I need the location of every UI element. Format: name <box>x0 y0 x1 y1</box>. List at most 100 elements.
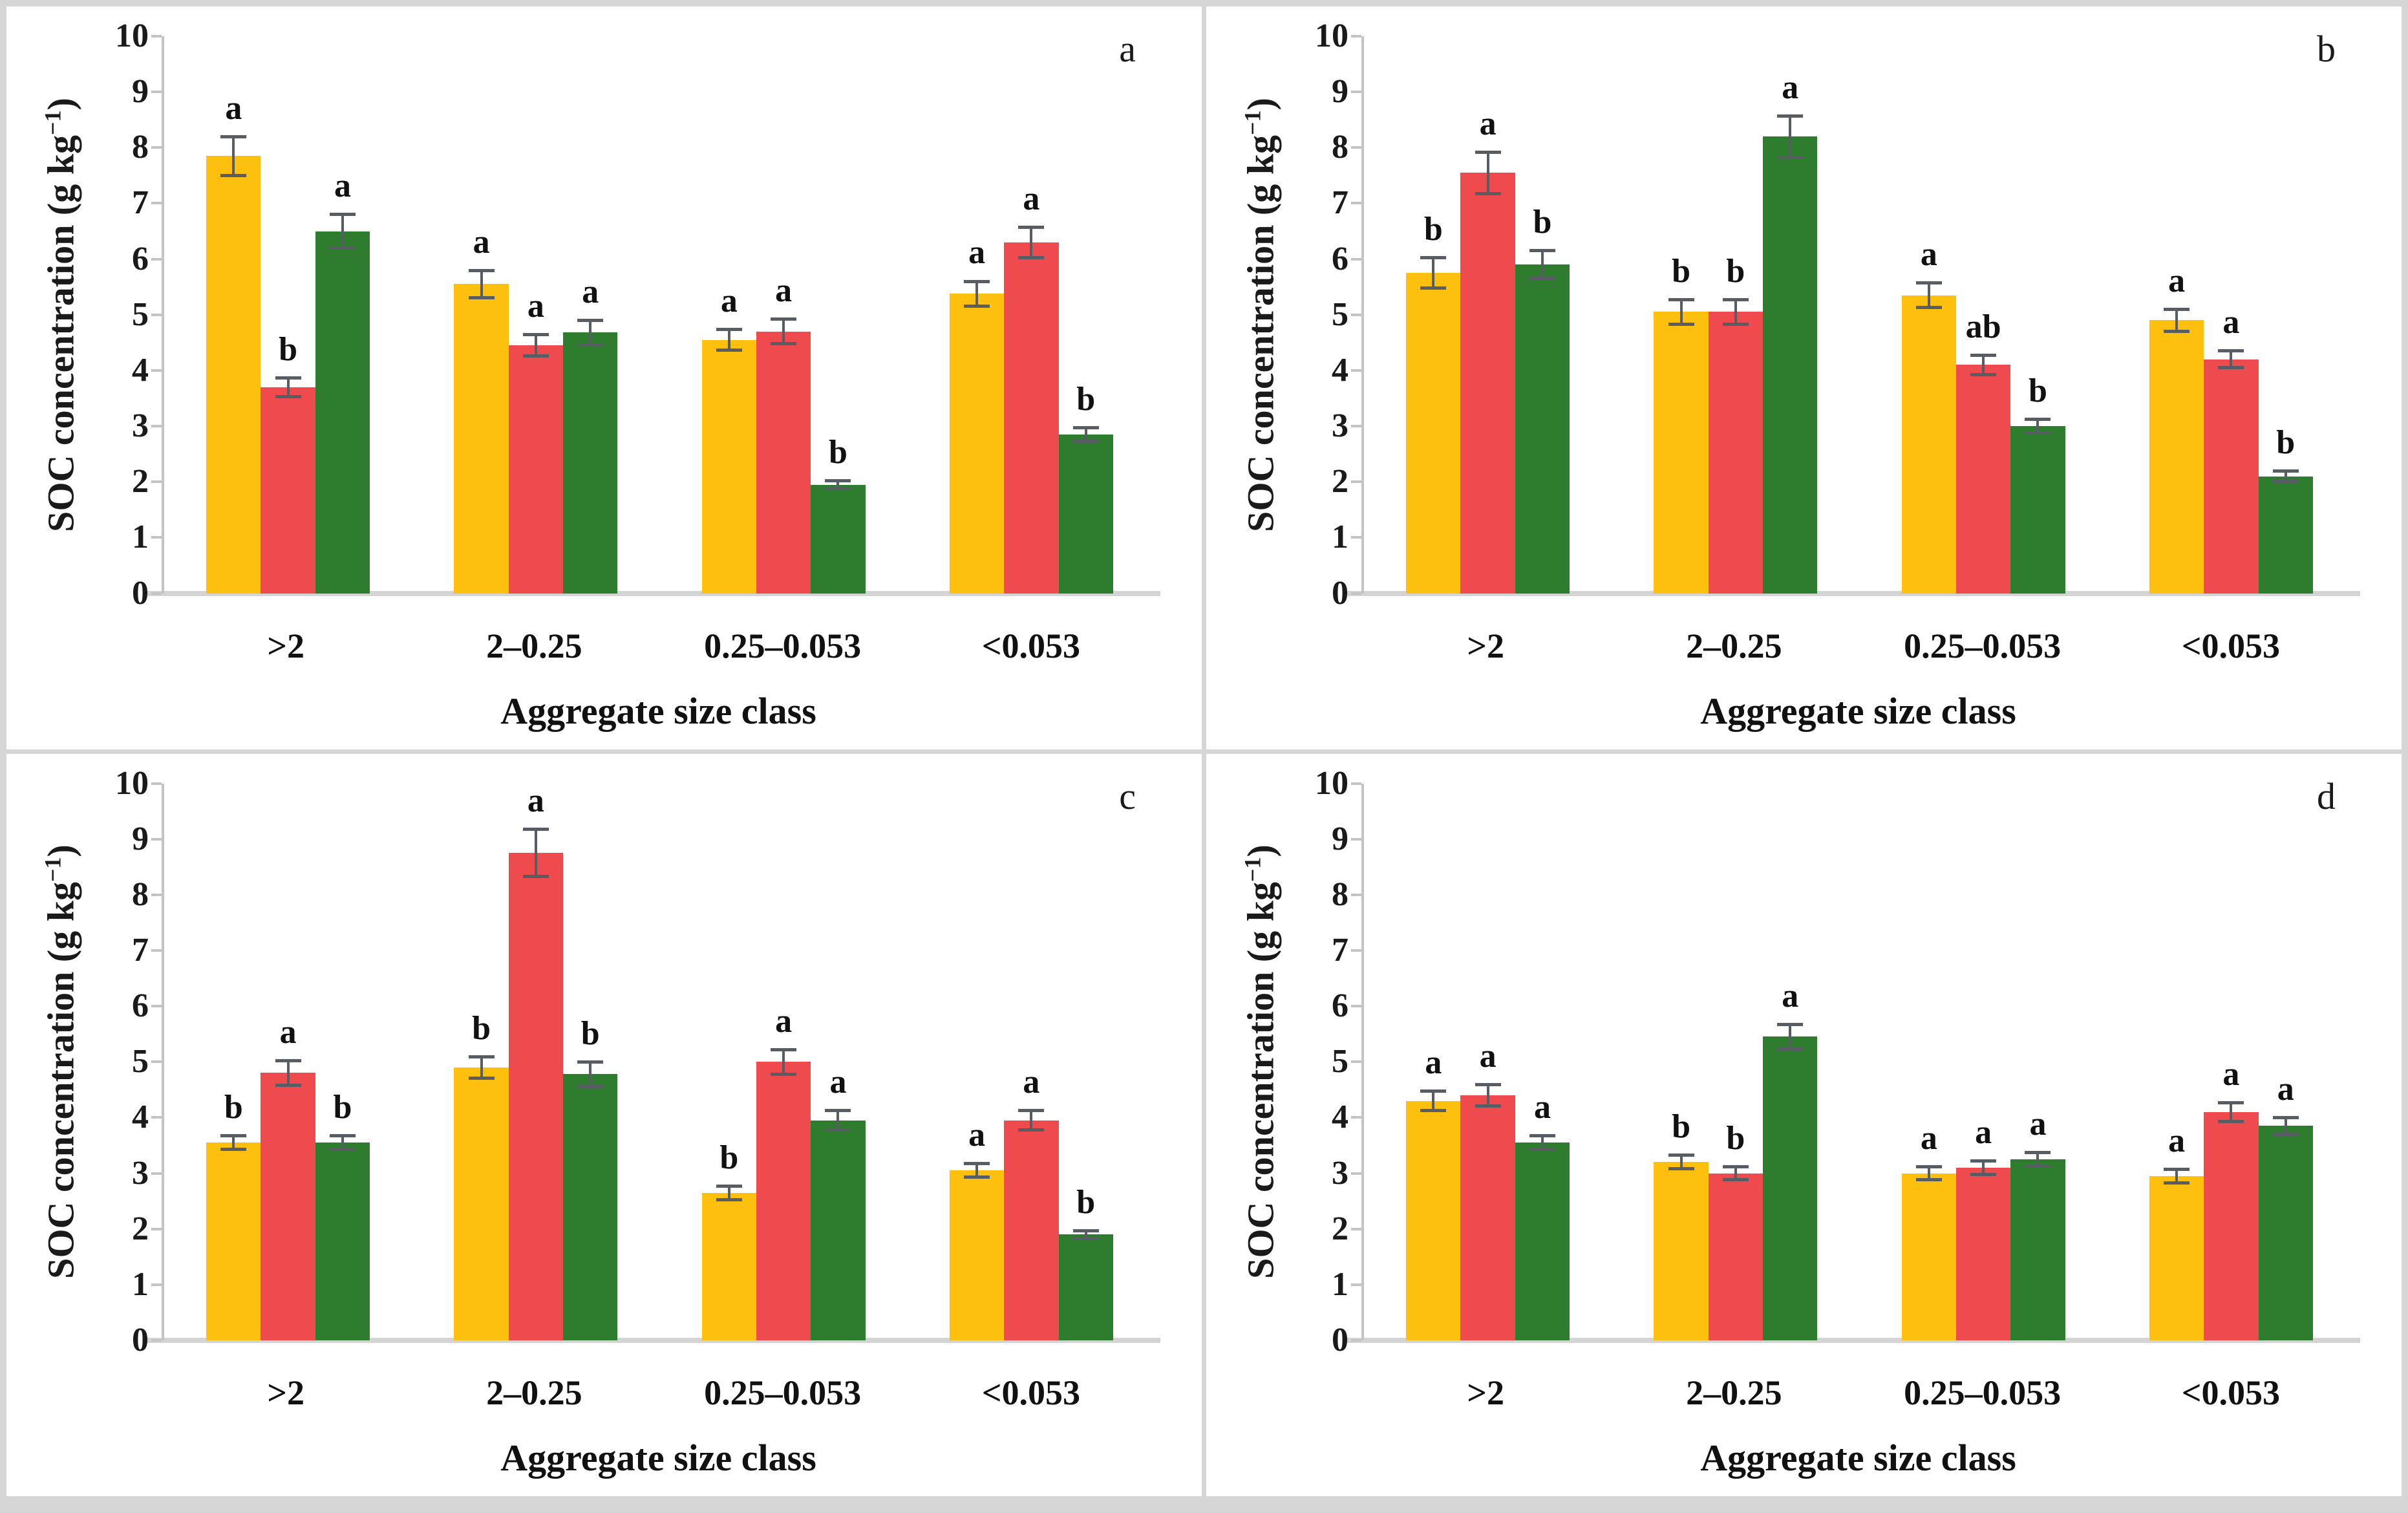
error-bar-cap <box>1072 439 1099 443</box>
bar-slot-yellow: a <box>949 784 1005 1340</box>
error-bar-stem <box>2230 349 2233 370</box>
bar-slot-yellow: b <box>1406 36 1461 594</box>
bar-slot-green: a <box>2010 784 2065 1340</box>
y-tick-label: 8 <box>1332 875 1348 913</box>
plot-area: b b a <box>1347 28 2360 596</box>
y-tick-mark <box>1351 893 1361 896</box>
bar-red <box>1460 173 1515 594</box>
y-tick-mark <box>1351 313 1361 316</box>
x-tick-label: 2–0.25 <box>486 1373 582 1412</box>
error-bar-stem <box>1432 256 1435 290</box>
y-tick-mark <box>1351 1283 1361 1286</box>
error-bar-stem <box>341 213 344 250</box>
significance-letter: a <box>1533 1089 1551 1126</box>
y-tick-mark <box>1351 257 1361 261</box>
error-bar-cap <box>577 343 604 347</box>
y-tick-label: 4 <box>1332 1099 1348 1136</box>
panel-letter: d <box>2317 775 2336 817</box>
error-bar-cap <box>1529 277 1555 281</box>
y-tick-label: 7 <box>132 184 149 222</box>
bar-slot-red: a <box>1004 784 1059 1340</box>
bar-yellow <box>949 294 1005 594</box>
error-bar-stem <box>836 478 840 491</box>
error-bar-stem <box>1084 426 1087 443</box>
y-tick-mark <box>1351 1339 1361 1342</box>
significance-letter: a <box>2222 1055 2240 1093</box>
error-bar <box>577 318 604 347</box>
error-bar-cap <box>2272 1132 2299 1136</box>
y-tick-mark <box>151 1227 162 1230</box>
bar-group: b a b <box>412 784 659 1340</box>
error-bar <box>2025 1151 2051 1168</box>
bar-slot-yellow: b <box>1654 784 1709 1340</box>
y-tick-mark <box>1351 782 1361 785</box>
bar-slot-green: a <box>563 36 618 594</box>
bar-group: a a a <box>2107 784 2355 1340</box>
y-tick-mark <box>151 91 162 94</box>
significance-letter: b <box>719 1139 739 1176</box>
error-bar-cap <box>1722 322 1749 326</box>
x-axis-labels-row: >2 2–0.25 0.25–0.053 <0.053 <box>1224 1373 2355 1413</box>
bar-yellow <box>1654 1162 1709 1340</box>
y-tick-mark <box>1351 1060 1361 1064</box>
y-tick-label: 4 <box>132 351 149 389</box>
bar-yellow <box>1406 1100 1461 1340</box>
error-bar-stem <box>2036 418 2040 435</box>
error-bar-cap <box>1420 1108 1447 1112</box>
panel-a: SOC concentration (g kg−1) 0 1 2 3 4 5 6 7 8 9 10 … <box>6 6 1202 749</box>
x-tick-label: >2 <box>267 1373 305 1412</box>
y-axis-title: SOC concentration (g kg−1) <box>39 97 82 532</box>
bar-groups: a a a <box>1364 784 2355 1340</box>
bar-group: a a b <box>908 36 1155 594</box>
error-bar-cap <box>825 487 851 491</box>
plot-area: c b a <box>147 775 1160 1343</box>
y-tick-label: 2 <box>1332 1210 1348 1247</box>
y-tick-label: 10 <box>1315 17 1348 54</box>
bar-green <box>1058 434 1113 594</box>
error-bar <box>2272 1115 2299 1136</box>
x-axis-line <box>147 590 1160 596</box>
y-tick-mark <box>151 202 162 205</box>
y-tick-label: 4 <box>132 1099 149 1136</box>
x-axis-line <box>1347 590 2360 596</box>
error-bar-cap <box>2164 1181 2190 1185</box>
significance-letter: a <box>1425 1044 1442 1082</box>
error-bar-stem <box>1084 1229 1087 1240</box>
bar-red <box>756 1062 811 1340</box>
y-tick-label: 9 <box>1332 73 1348 111</box>
error-bar <box>220 1134 247 1152</box>
error-bar-stem <box>2175 1167 2179 1185</box>
y-tick-mark <box>151 313 162 316</box>
error-bar <box>771 1047 797 1076</box>
error-bar-stem <box>589 318 592 347</box>
error-bar-cap <box>771 1072 797 1076</box>
bar-red <box>1708 312 1763 594</box>
error-bar-stem <box>727 1184 730 1201</box>
bar-green <box>2010 426 2065 594</box>
y-tick-mark <box>151 257 162 261</box>
significance-letter: a <box>1975 1114 1992 1152</box>
bar-slot-yellow: a <box>2149 36 2204 594</box>
error-bar <box>1722 1164 1749 1182</box>
x-axis-title-row: Aggregate size class <box>1224 1436 2355 1479</box>
y-tick-label: 1 <box>132 519 149 556</box>
error-bar-stem <box>232 134 235 177</box>
error-bar <box>1475 150 1501 195</box>
error-bar-cap <box>1018 1128 1045 1132</box>
error-bar-cap <box>468 1076 495 1080</box>
significance-letter: a <box>225 89 242 127</box>
panel-body: SOC concentration (g kg−1) 0 1 2 3 4 5 6 7 8 9 10 … <box>25 766 1160 1357</box>
bar-slot-red: a <box>1460 784 1515 1340</box>
bar-red <box>508 853 564 1340</box>
significance-letter: b <box>1076 1183 1096 1221</box>
error-bar-stem <box>1486 150 1489 195</box>
significance-letter: a <box>582 273 599 310</box>
y-axis-line <box>162 36 164 594</box>
significance-letter: a <box>1023 180 1040 217</box>
error-bar-cap <box>329 246 356 250</box>
y-axis-tick-labels: 0 1 2 3 4 5 6 7 8 9 10 <box>97 766 162 1357</box>
x-axis-title: Aggregate size class <box>1700 1437 2016 1479</box>
bar-slot-red: a <box>508 36 564 594</box>
y-tick-mark <box>1351 202 1361 205</box>
bar-green <box>2010 1159 2065 1340</box>
